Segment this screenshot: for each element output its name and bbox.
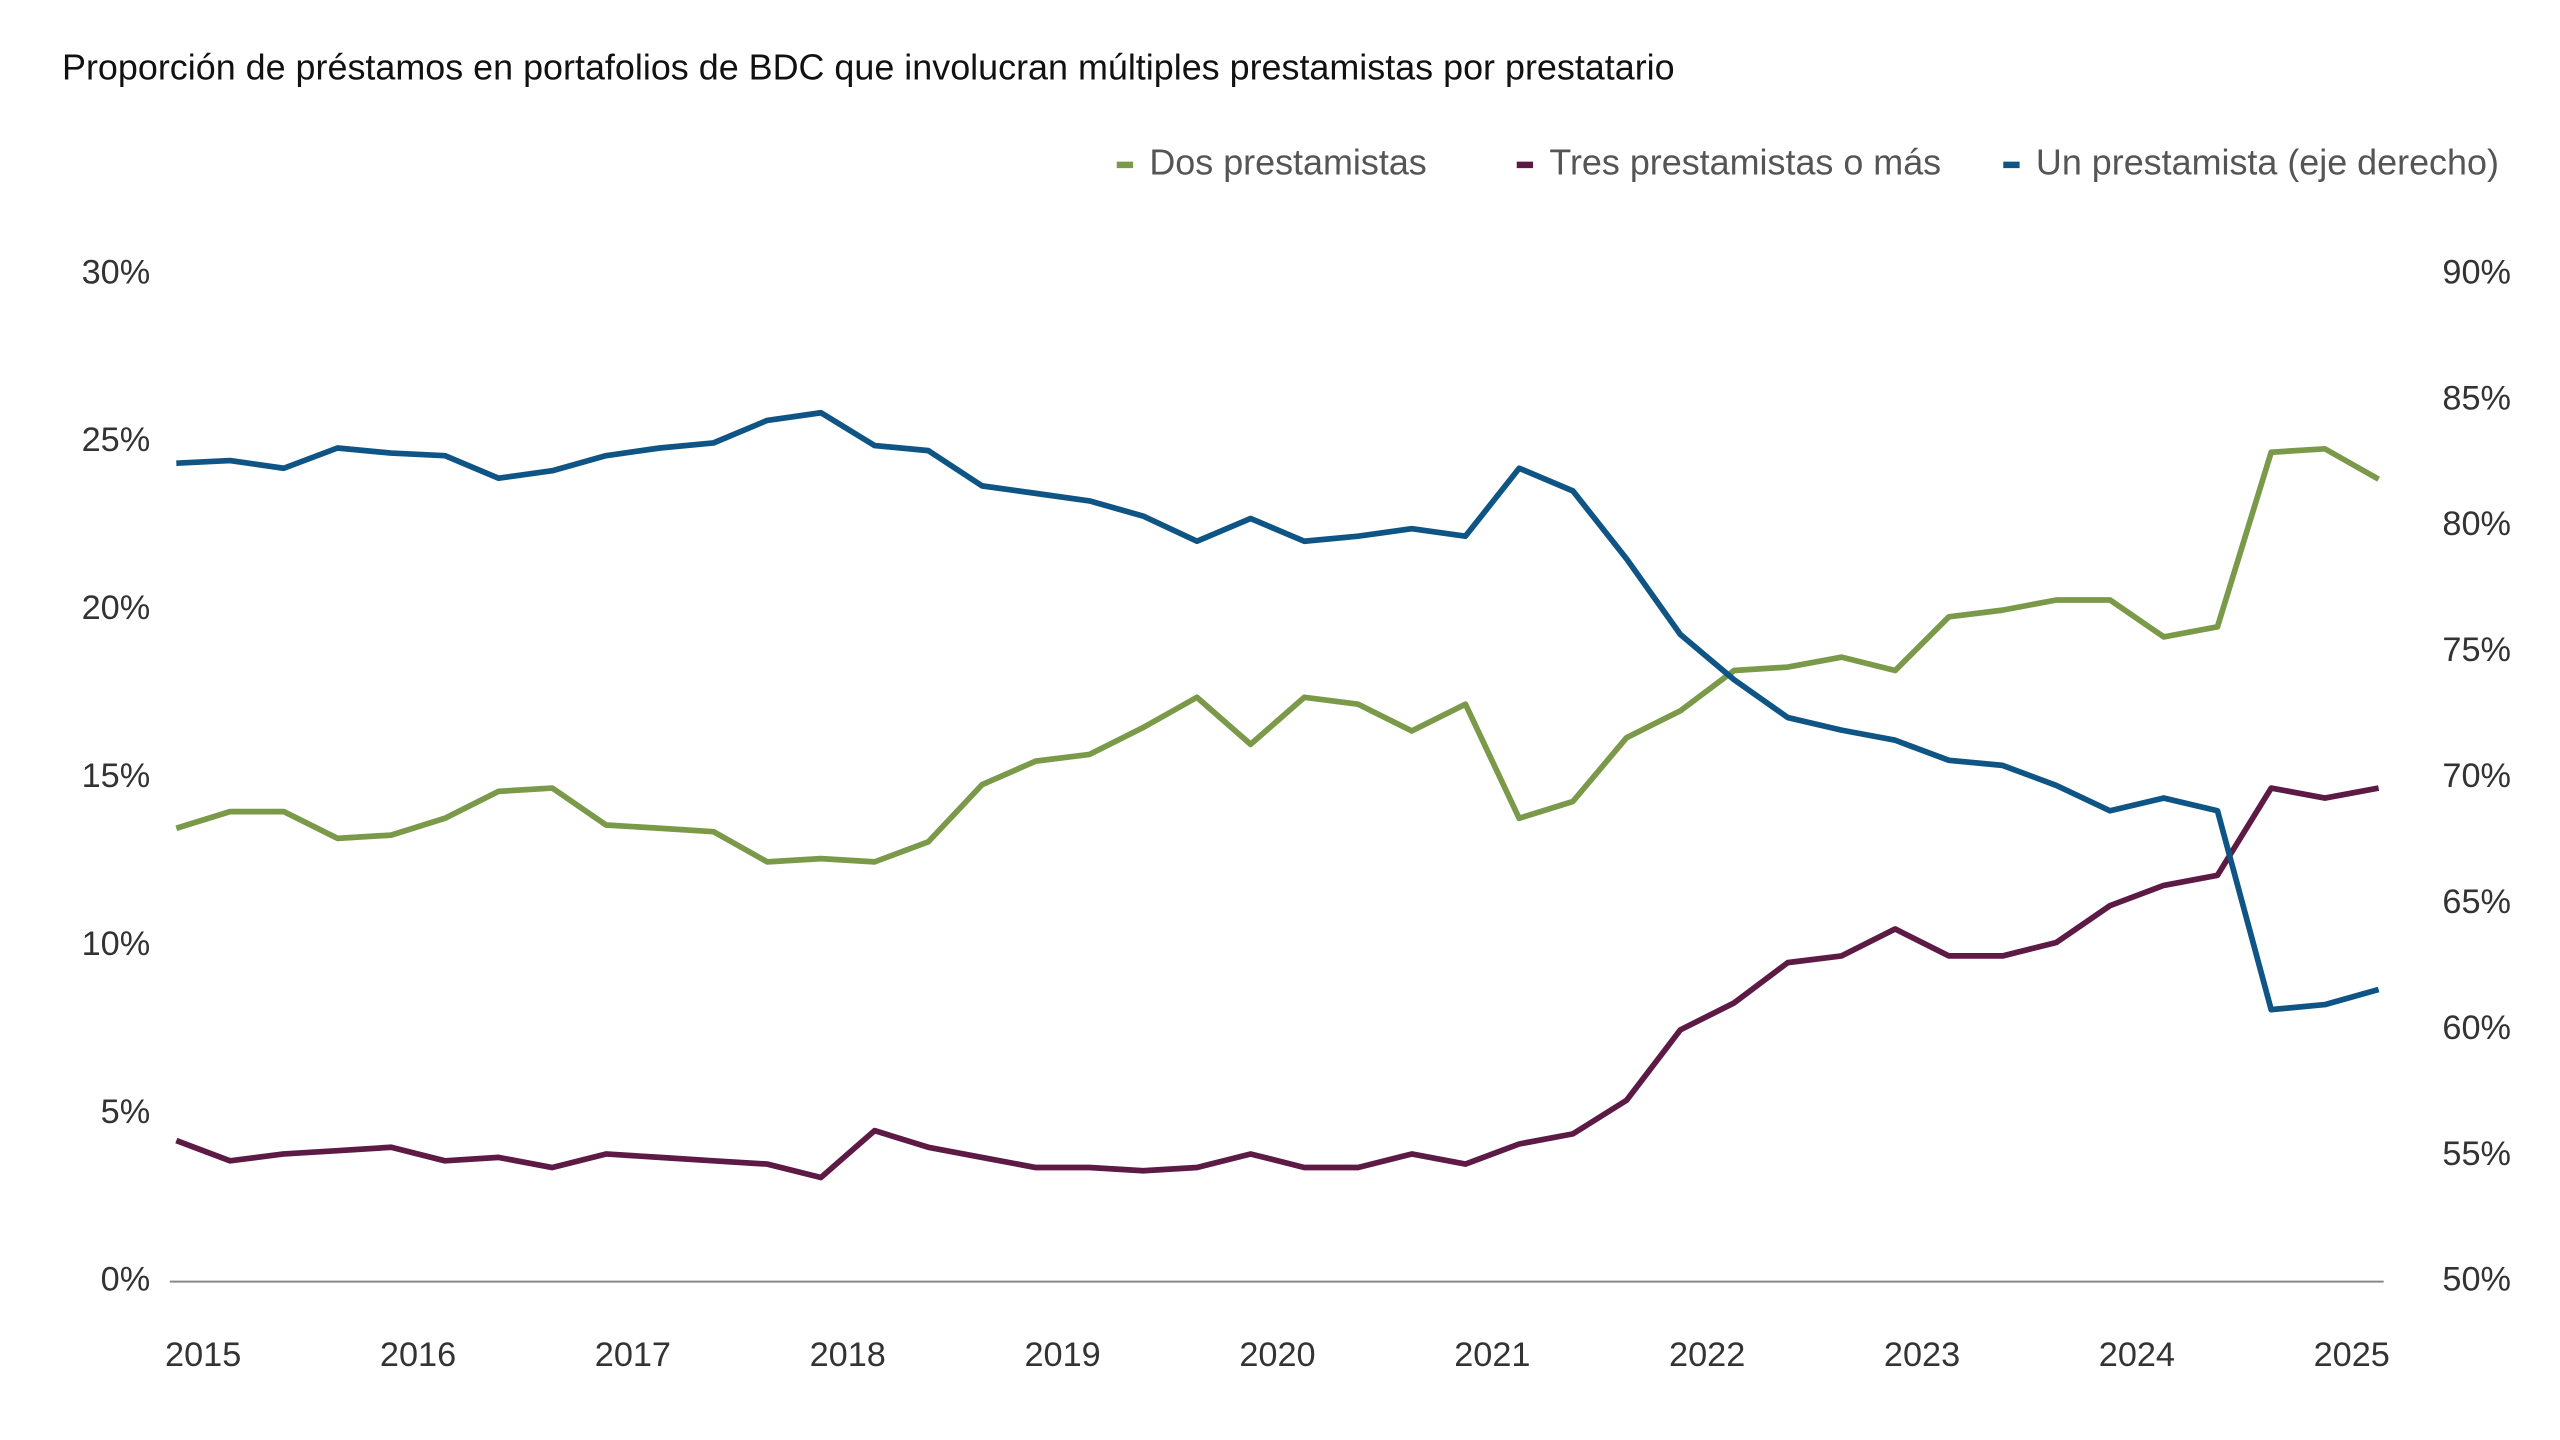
- x-tick-label: 2022: [1669, 1336, 1745, 1374]
- series-line: [176, 409, 2380, 1013]
- y2-tick-label: 80%: [2442, 505, 2511, 543]
- legend-label: Dos prestamistas: [1149, 141, 1426, 182]
- y-tick-label: 15%: [82, 757, 151, 795]
- y2-tick-label: 85%: [2442, 379, 2511, 417]
- series-line: [175, 785, 2380, 1181]
- y-tick-label: 0%: [101, 1261, 151, 1299]
- y2-tick-label: 65%: [2442, 883, 2511, 921]
- y-tick-label: 5%: [101, 1093, 151, 1131]
- legend-label: Tres prestamistas o más: [1549, 141, 1941, 182]
- y2-tick-label: 55%: [2442, 1135, 2511, 1173]
- x-tick-label: 2019: [1024, 1336, 1100, 1374]
- x-tick-label: 2015: [165, 1336, 241, 1374]
- y-tick-label: 25%: [82, 421, 151, 459]
- legend-label: Un prestamista (eje derecho): [2036, 141, 2499, 182]
- x-tick-label: 2021: [1454, 1336, 1530, 1374]
- x-tick-label: 2020: [1239, 1336, 1315, 1374]
- y2-tick-label: 90%: [2442, 253, 2511, 291]
- y-tick-label: 10%: [82, 925, 151, 963]
- y2-tick-label: 75%: [2442, 631, 2511, 669]
- series-line: [175, 445, 2381, 865]
- x-tick-label: 2017: [595, 1336, 671, 1374]
- y-tick-label: 30%: [82, 253, 151, 291]
- x-tick-label: 2018: [810, 1336, 886, 1374]
- chart-title: Proporción de préstamos en portafolios d…: [62, 47, 1675, 88]
- y-tick-label: 20%: [82, 589, 151, 627]
- y2-tick-label: 60%: [2442, 1009, 2511, 1047]
- x-tick-label: 2023: [1884, 1336, 1960, 1374]
- x-tick-label: 2016: [380, 1336, 456, 1374]
- x-tick-label: 2024: [2099, 1336, 2175, 1374]
- y2-tick-label: 70%: [2442, 757, 2511, 795]
- y2-tick-label: 50%: [2442, 1261, 2511, 1299]
- x-tick-label: 2025: [2314, 1336, 2390, 1374]
